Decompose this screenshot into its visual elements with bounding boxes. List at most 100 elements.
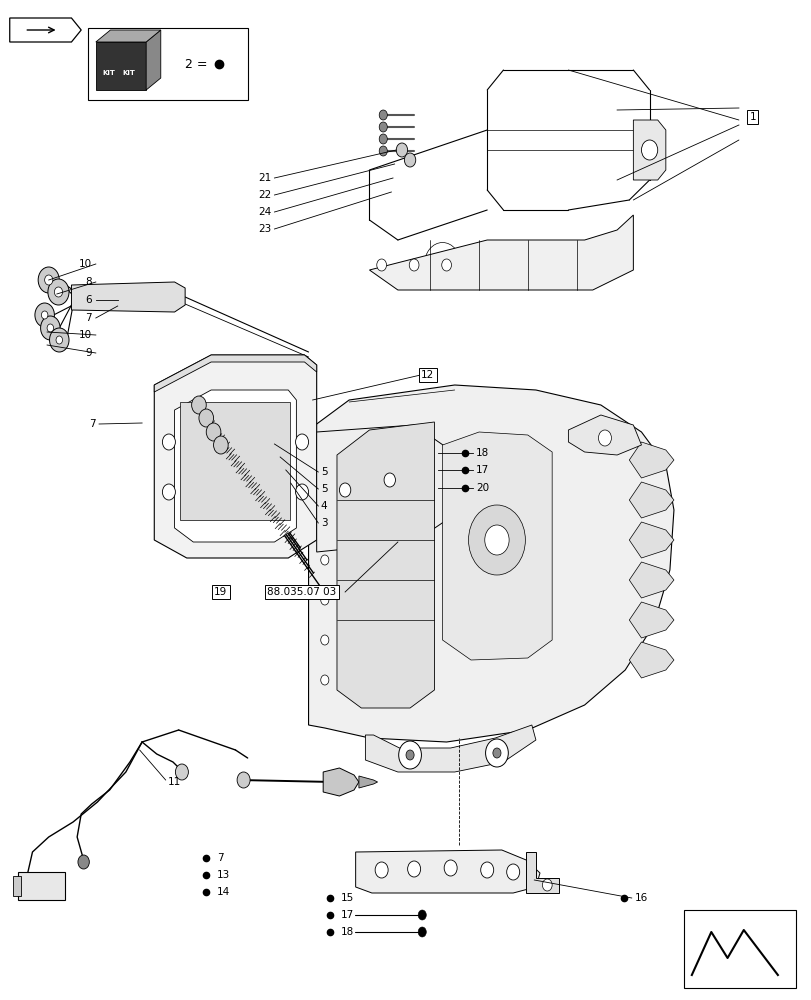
Circle shape: [41, 311, 48, 319]
Circle shape: [404, 153, 415, 167]
Polygon shape: [10, 18, 81, 42]
Text: 3: 3: [320, 518, 327, 528]
Circle shape: [199, 409, 213, 427]
Polygon shape: [308, 385, 673, 742]
Text: 13: 13: [217, 870, 230, 880]
Polygon shape: [629, 562, 673, 598]
Circle shape: [418, 910, 426, 920]
Circle shape: [175, 764, 188, 780]
Polygon shape: [629, 602, 673, 638]
Circle shape: [237, 772, 250, 788]
Polygon shape: [365, 725, 535, 772]
Text: 88.035.07 03: 88.035.07 03: [267, 587, 337, 597]
Circle shape: [441, 259, 451, 271]
Circle shape: [191, 396, 206, 414]
Text: 24: 24: [258, 207, 271, 217]
Polygon shape: [526, 852, 558, 893]
Polygon shape: [355, 850, 539, 893]
Circle shape: [384, 473, 395, 487]
Text: 18: 18: [341, 927, 354, 937]
Polygon shape: [369, 215, 633, 290]
Text: 17: 17: [341, 910, 354, 920]
Text: 8: 8: [85, 277, 92, 287]
Circle shape: [45, 275, 53, 285]
Polygon shape: [629, 482, 673, 518]
Circle shape: [506, 864, 519, 880]
Text: KIT: KIT: [102, 70, 115, 76]
Circle shape: [320, 595, 328, 605]
Text: 12: 12: [421, 370, 434, 380]
Circle shape: [468, 505, 525, 575]
Bar: [13, 876, 21, 896]
Text: 23: 23: [258, 224, 271, 234]
Text: KIT: KIT: [122, 70, 135, 76]
Text: 2 =: 2 =: [185, 57, 208, 70]
Circle shape: [379, 146, 387, 156]
Text: 7: 7: [85, 313, 92, 323]
Circle shape: [484, 525, 508, 555]
Text: 14: 14: [217, 887, 230, 897]
Text: 11: 11: [168, 777, 181, 787]
Circle shape: [376, 259, 386, 271]
Circle shape: [320, 635, 328, 645]
Polygon shape: [629, 642, 673, 678]
Text: 7: 7: [89, 419, 96, 429]
Circle shape: [38, 267, 59, 293]
Circle shape: [49, 328, 69, 352]
Circle shape: [375, 862, 388, 878]
Text: 6: 6: [85, 295, 92, 305]
Text: 10: 10: [79, 259, 92, 269]
Text: 7: 7: [217, 853, 223, 863]
Polygon shape: [323, 768, 358, 796]
Circle shape: [41, 316, 60, 340]
Text: 5: 5: [320, 484, 327, 494]
Circle shape: [47, 324, 54, 332]
Circle shape: [396, 143, 407, 157]
Bar: [180, 402, 290, 520]
Polygon shape: [96, 30, 161, 42]
Circle shape: [480, 862, 493, 878]
Circle shape: [56, 336, 62, 344]
Text: 18: 18: [475, 448, 488, 458]
Polygon shape: [316, 425, 453, 552]
Circle shape: [406, 750, 414, 760]
Circle shape: [54, 287, 62, 297]
Text: 9: 9: [85, 348, 92, 358]
Circle shape: [485, 739, 508, 767]
Text: 20: 20: [475, 483, 488, 493]
Polygon shape: [629, 442, 673, 478]
Circle shape: [206, 423, 221, 441]
Circle shape: [641, 140, 657, 160]
Circle shape: [48, 279, 69, 305]
Circle shape: [78, 855, 89, 869]
Circle shape: [409, 259, 418, 271]
Circle shape: [379, 122, 387, 132]
Polygon shape: [71, 282, 185, 312]
Polygon shape: [629, 522, 673, 558]
Text: 22: 22: [258, 190, 271, 200]
Polygon shape: [154, 355, 316, 558]
Circle shape: [162, 434, 175, 450]
Circle shape: [379, 134, 387, 144]
Bar: [18, 872, 65, 900]
Circle shape: [35, 303, 54, 327]
Circle shape: [295, 434, 308, 450]
Circle shape: [295, 484, 308, 500]
Polygon shape: [154, 355, 316, 392]
Circle shape: [162, 484, 175, 500]
Text: 15: 15: [341, 893, 354, 903]
Text: 19: 19: [214, 587, 227, 597]
Polygon shape: [337, 422, 434, 708]
Bar: [88, 28, 248, 100]
Text: 5: 5: [320, 467, 327, 477]
Polygon shape: [96, 42, 146, 90]
Polygon shape: [568, 415, 641, 455]
Circle shape: [598, 430, 611, 446]
Polygon shape: [146, 30, 161, 90]
Circle shape: [398, 741, 421, 769]
Circle shape: [444, 860, 457, 876]
Polygon shape: [358, 776, 377, 788]
Circle shape: [320, 675, 328, 685]
Circle shape: [320, 555, 328, 565]
Circle shape: [492, 748, 500, 758]
